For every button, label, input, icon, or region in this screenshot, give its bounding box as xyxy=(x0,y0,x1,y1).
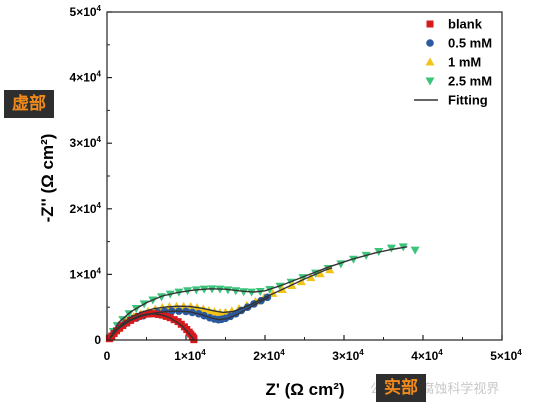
data-point xyxy=(386,244,396,253)
legend-label: blank xyxy=(448,17,483,32)
data-point xyxy=(118,316,128,325)
x-tick-label: 4×104 xyxy=(411,348,443,363)
fitting-curve xyxy=(109,296,270,339)
data-point xyxy=(306,273,316,282)
legend-marker xyxy=(425,57,435,66)
data-point xyxy=(170,316,178,324)
legend-marker xyxy=(425,77,435,86)
x-tick-label: 5×104 xyxy=(490,348,522,363)
y-tick-label: 0 xyxy=(94,333,101,347)
plot-data xyxy=(105,243,420,344)
legend-label: Fitting xyxy=(448,93,488,108)
legend-marker xyxy=(426,39,434,47)
legend-label: 2.5 mM xyxy=(448,74,492,89)
x-tick-label: 1×104 xyxy=(174,348,206,363)
tick-labels: 0 1×104 2×104 3×104 4×104 5×104 0 1×104 2×104 3×1… xyxy=(70,4,523,363)
x-axis-title: Z' (Ω cm²) xyxy=(265,380,344,399)
legend-entry: blank xyxy=(426,17,483,32)
data-point xyxy=(124,310,134,319)
legend-label: 1 mM xyxy=(448,55,481,70)
y-tick-label: 2×104 xyxy=(70,201,102,216)
data-point xyxy=(223,286,233,295)
legend-entry: 0.5 mM xyxy=(426,36,492,51)
real-part-tag: 实部 xyxy=(376,374,426,402)
x-tick-label: 0 xyxy=(104,349,111,363)
y-axis-title: -Z'' (Ω cm²) xyxy=(38,134,57,223)
plot-frame xyxy=(106,11,503,341)
y-tick-label: 4×104 xyxy=(70,70,102,85)
y-tick-label: 5×104 xyxy=(70,4,102,19)
data-point xyxy=(410,246,420,255)
legend-marker xyxy=(426,20,434,28)
legend: blank 0.5 mM 1 mM 2.5 mM Fitting xyxy=(414,17,492,108)
legend-entry: 1 mM xyxy=(425,55,481,70)
x-tick-label: 3×104 xyxy=(332,348,364,363)
fitting-curve xyxy=(109,267,333,339)
fitting-curve xyxy=(109,246,408,338)
legend-entry: Fitting xyxy=(414,93,488,108)
legend-label: 0.5 mM xyxy=(448,36,492,51)
series-2_5-mM xyxy=(105,243,420,342)
data-point xyxy=(231,287,241,296)
imaginary-part-tag: 虚部 xyxy=(4,90,54,118)
data-point xyxy=(315,269,325,278)
y-tick-label: 3×104 xyxy=(70,135,102,150)
legend-entry: 2.5 mM xyxy=(425,74,492,89)
x-tick-label: 2×104 xyxy=(253,348,285,363)
data-point xyxy=(239,288,249,297)
y-tick-label: 1×104 xyxy=(70,266,102,281)
